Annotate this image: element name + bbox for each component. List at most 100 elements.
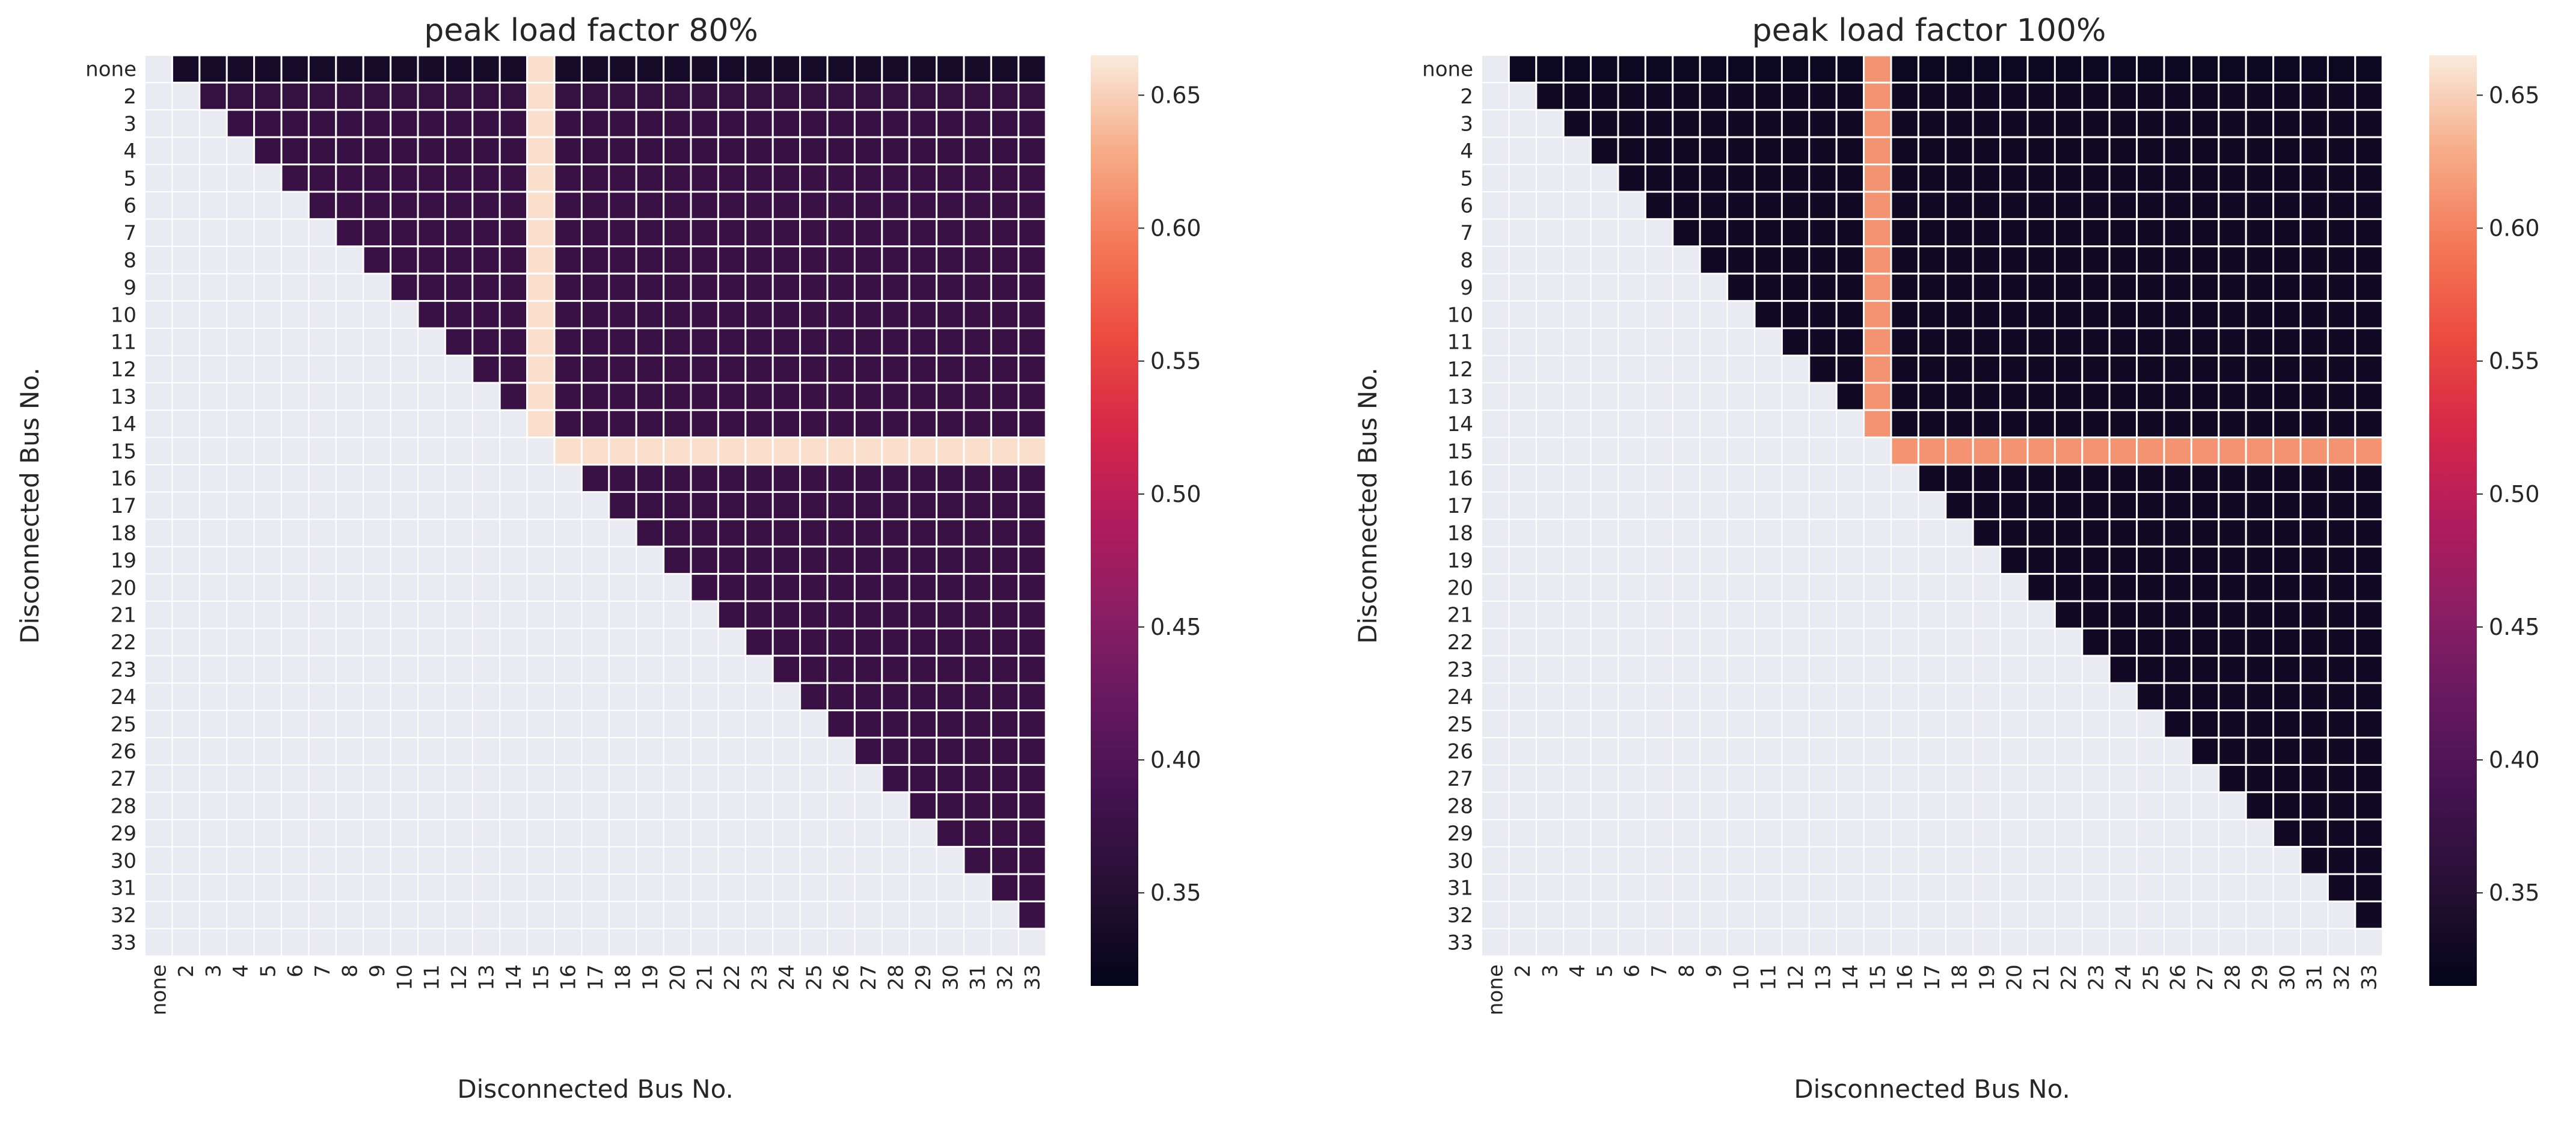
heatmap-cell-11-33 xyxy=(1017,327,1047,356)
heatmap-cell-none-15 xyxy=(526,54,556,84)
colorbar-tick-label: 0.55 xyxy=(2489,348,2540,375)
heatmap-cell-5-27 xyxy=(2190,164,2220,193)
heatmap-cell-12-20 xyxy=(1999,354,2029,384)
heatmap-cell-17-30 xyxy=(936,491,965,521)
y-tick-label-12: 12 xyxy=(1447,358,1473,382)
heatmap-cell-5-22 xyxy=(717,164,747,193)
heatmap-cell-19-21 xyxy=(690,545,719,575)
heatmap-cell-11-17 xyxy=(1917,327,1947,356)
heatmap-cell-13-30 xyxy=(936,382,965,411)
heatmap-cell-none-22 xyxy=(2053,54,2084,84)
heatmap-cell-32-33 xyxy=(1017,900,1047,930)
x-tick-label-18: 18 xyxy=(1948,964,1972,990)
y-tick-label-19: 19 xyxy=(111,549,136,573)
heatmap-cell-12-32 xyxy=(990,354,1020,384)
heatmap-cell-26-30 xyxy=(936,736,965,766)
heatmap-cell-4-15 xyxy=(1863,136,1892,166)
heatmap-cell-3-16 xyxy=(553,109,583,138)
heatmap-cell-15-20 xyxy=(1999,436,2029,466)
heatmap-cell-11-33 xyxy=(2354,327,2384,356)
heatmap-cell-none-23 xyxy=(744,54,774,84)
heatmap-cell-18-25 xyxy=(2136,518,2165,548)
heatmap-cell-4-20 xyxy=(1999,136,2029,166)
heatmap-cell-3-15 xyxy=(1863,109,1892,138)
heatmap-cell-11-21 xyxy=(2026,327,2056,356)
heatmap-cell-25-28 xyxy=(2218,709,2247,739)
heatmap-cell-10-24 xyxy=(2108,300,2138,329)
heatmap-cell-2-24 xyxy=(771,81,802,111)
heatmap-cell-9-32 xyxy=(990,272,1020,302)
heatmap-cell-6-15 xyxy=(526,191,556,220)
heatmap-cell-none-11 xyxy=(1753,54,1783,84)
x-tick-label-31: 31 xyxy=(966,964,990,990)
heatmap-cell-10-18 xyxy=(1945,300,1974,329)
heatmap-cell-3-23 xyxy=(2081,109,2111,138)
heatmap-cell-2-17 xyxy=(580,81,610,111)
heatmap-cell-29-33 xyxy=(2354,818,2384,848)
x-tick-label-21: 21 xyxy=(693,964,717,990)
y-tick-label-18: 18 xyxy=(1447,522,1473,546)
heatmap-cell-7-21 xyxy=(2026,218,2056,248)
heatmap-cell-16-29 xyxy=(908,464,938,493)
heatmap-cell-9-21 xyxy=(2026,272,2056,302)
heatmap-cell-12-16 xyxy=(1890,354,1919,384)
heatmap-cell-none-20 xyxy=(1999,54,2029,84)
heatmap-cell-11-16 xyxy=(553,327,583,356)
heatmap-cell-17-25 xyxy=(2136,491,2165,521)
heatmap-cell-9-15 xyxy=(1863,272,1892,302)
heatmap-cell-3-17 xyxy=(580,109,610,138)
heatmap-cell-20-26 xyxy=(2163,573,2192,602)
heatmap-cell-11-18 xyxy=(1945,327,1974,356)
heatmap-cell-11-16 xyxy=(1890,327,1919,356)
heatmap-cell-12-24 xyxy=(2108,354,2138,384)
heatmap-cell-8-28 xyxy=(881,245,910,275)
heatmap-cell-6-14 xyxy=(498,191,529,220)
heatmap-cell-22-33 xyxy=(1017,627,1047,657)
heatmap-cell-13-26 xyxy=(826,382,856,411)
x-tick-label-23: 23 xyxy=(748,964,772,990)
heatmap-panel-100: none234567891011121314151617181920212223… xyxy=(1353,13,2540,1104)
heatmap-cell-4-31 xyxy=(2299,136,2329,166)
heatmap-cell-2-30 xyxy=(2272,81,2302,111)
heatmap-cell-13-26 xyxy=(2163,382,2192,411)
heatmap-cell-22-28 xyxy=(881,627,910,657)
heatmap-cell-11-23 xyxy=(744,327,774,356)
colorbar-tick-label: 0.35 xyxy=(1150,880,1201,906)
heatmap-cell-none-15 xyxy=(1863,54,1892,84)
colorbar-tick-label: 0.60 xyxy=(1150,215,1201,241)
heatmap-cell-2-32 xyxy=(2326,81,2357,111)
heatmap-cell-6-19 xyxy=(635,191,665,220)
heatmap-cell-14-31 xyxy=(963,409,992,439)
heatmap-cell-24-33 xyxy=(2354,682,2384,712)
heatmap-cell-none-21 xyxy=(690,54,719,84)
heatmap-cell-25-32 xyxy=(2326,709,2357,739)
heatmap-cell-11-27 xyxy=(2190,327,2220,356)
heatmap-cell-5-25 xyxy=(799,164,829,193)
heatmap-cell-27-30 xyxy=(2272,763,2302,794)
heatmap-cell-7-11 xyxy=(1753,218,1783,248)
heatmap-cell-8-29 xyxy=(2245,245,2275,275)
heatmap-cell-11-13 xyxy=(471,327,501,356)
heatmap-cell-20-31 xyxy=(963,573,992,602)
heatmap-cell-25-26 xyxy=(2163,709,2192,739)
heatmap-cell-18-21 xyxy=(690,518,719,548)
heatmap-cell-13-33 xyxy=(1017,382,1047,411)
heatmap-cell-6-14 xyxy=(1835,191,1865,220)
heatmap-cell-24-28 xyxy=(881,682,910,712)
heatmap-cell-2-25 xyxy=(2136,81,2165,111)
heatmap-cell-13-23 xyxy=(2081,382,2111,411)
heatmap-cell-27-28 xyxy=(881,763,910,794)
heatmap-cell-4-7 xyxy=(307,136,337,166)
heatmap-cell-23-28 xyxy=(881,655,910,684)
heatmap-cell-15-30 xyxy=(2272,436,2302,466)
heatmap-cell-13-32 xyxy=(990,382,1020,411)
heatmap-cell-none-32 xyxy=(2326,54,2357,84)
heatmap-cell-28-31 xyxy=(2299,791,2329,821)
heatmap-cell-15-20 xyxy=(663,436,692,466)
heatmap-cell-none-29 xyxy=(2245,54,2275,84)
heatmap-cell-14-26 xyxy=(2163,409,2192,439)
heatmap-cell-4-30 xyxy=(936,136,965,166)
heatmap-cell-7-15 xyxy=(1863,218,1892,248)
heatmap-cell-25-29 xyxy=(2245,709,2275,739)
heatmap-cell-7-17 xyxy=(1917,218,1947,248)
